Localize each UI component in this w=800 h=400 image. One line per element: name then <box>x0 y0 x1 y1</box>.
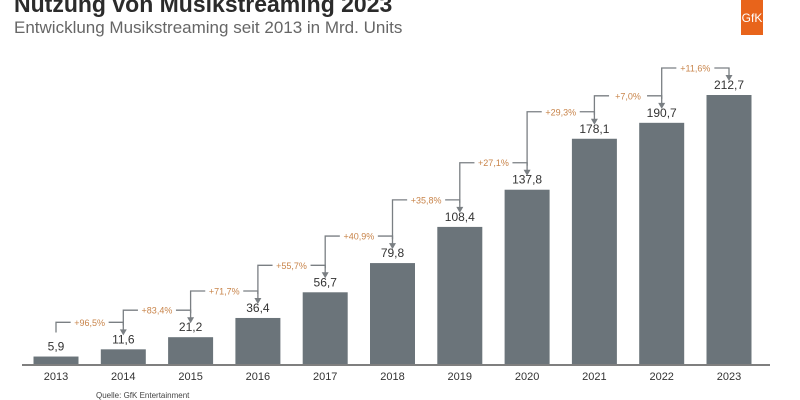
growth-label-bg <box>70 317 109 328</box>
growth-label-bg <box>676 63 715 73</box>
bar-2023 <box>706 95 752 364</box>
arrow-head-icon <box>389 243 396 250</box>
growth-label: +83,4% <box>142 306 173 316</box>
chart-subtitle: Entwicklung Musikstreaming seit 2013 in … <box>14 18 403 37</box>
bar-2016 <box>235 317 281 364</box>
growth-label-bg <box>541 106 580 117</box>
growth-label-bg <box>474 157 513 168</box>
value-label: 190,7 <box>647 106 677 120</box>
arrow-head-icon <box>119 329 127 336</box>
arrow-head-icon <box>321 272 329 279</box>
tick-label: 2019 <box>448 371 472 383</box>
tick-label: 2022 <box>649 371 673 383</box>
bar-2015 <box>168 337 214 364</box>
tick-label: 2020 <box>515 371 539 383</box>
growth-label-bg <box>339 231 378 242</box>
tick-label: 2023 <box>717 371 741 383</box>
tick-label: 2016 <box>246 371 270 383</box>
value-label: 79,8 <box>381 246 405 260</box>
arrow-head-icon <box>187 317 195 324</box>
growth-label-bg <box>609 90 648 101</box>
tick-label: 2013 <box>44 371 68 383</box>
value-label: 178,1 <box>579 122 609 136</box>
growth-label-bg <box>407 194 446 205</box>
bar-2018 <box>370 263 415 364</box>
value-label: 21,2 <box>179 320 203 334</box>
value-label: 137,8 <box>512 173 542 187</box>
tick-label: 2018 <box>380 371 404 383</box>
value-label: 212,7 <box>714 78 744 92</box>
chart-title: Nutzung von Musikstreaming 2023 <box>14 0 393 17</box>
growth-label: +35,8% <box>411 195 442 205</box>
growth-label: +40,9% <box>343 232 374 242</box>
growth-label: +11,6% <box>680 64 710 74</box>
arrow-head-icon <box>725 75 733 81</box>
value-label: 56,7 <box>314 275 338 289</box>
value-label: 5,9 <box>48 340 65 354</box>
growth-label: +7,0% <box>615 91 641 101</box>
bar-2013 <box>33 356 79 364</box>
bar-2021 <box>571 138 617 364</box>
growth-label-bg <box>272 260 311 271</box>
bar-2020 <box>504 189 550 364</box>
growth-label: +27,1% <box>478 158 509 168</box>
growth-label: +71,7% <box>209 286 240 296</box>
arrow-head-icon <box>590 118 598 125</box>
tick-label: 2017 <box>313 371 337 383</box>
bar-2022 <box>639 122 685 364</box>
growth-label: +55,7% <box>276 261 307 271</box>
growth-label-bg <box>137 305 176 316</box>
tick-label: 2021 <box>582 371 606 383</box>
tick-label: 2015 <box>178 371 202 383</box>
bar-2019 <box>437 226 483 364</box>
arrow-head-icon <box>523 169 531 176</box>
growth-label: +96,5% <box>74 318 105 328</box>
source-note: Quelle: GfK Entertainment <box>96 391 190 400</box>
gfk-logo: GfK <box>741 0 763 35</box>
value-label: 36,4 <box>246 301 270 315</box>
arrow-head-icon <box>456 206 464 213</box>
growth-label: +29,3% <box>545 107 576 117</box>
bar-2017 <box>302 292 348 364</box>
value-label: 11,6 <box>112 332 135 346</box>
tick-label: 2014 <box>111 371 135 383</box>
value-label: 108,4 <box>445 210 475 224</box>
bar-2014 <box>100 349 146 364</box>
arrow-head-icon <box>254 297 262 304</box>
arrow-head-icon <box>658 102 666 109</box>
growth-label-bg <box>205 285 244 296</box>
